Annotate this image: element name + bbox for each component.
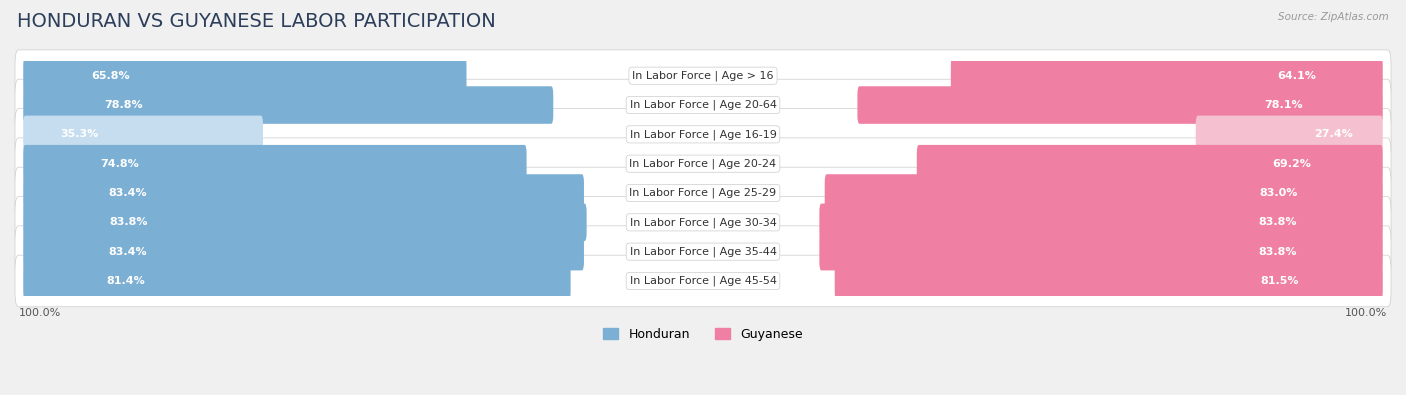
FancyBboxPatch shape <box>917 145 1382 182</box>
Text: 83.4%: 83.4% <box>108 188 148 198</box>
FancyBboxPatch shape <box>1195 116 1382 153</box>
Text: 81.5%: 81.5% <box>1261 276 1299 286</box>
Text: In Labor Force | Age 30-34: In Labor Force | Age 30-34 <box>630 217 776 228</box>
FancyBboxPatch shape <box>24 57 467 94</box>
Text: 64.1%: 64.1% <box>1278 71 1316 81</box>
Text: 35.3%: 35.3% <box>60 129 98 139</box>
FancyBboxPatch shape <box>24 86 554 124</box>
Text: 69.2%: 69.2% <box>1272 159 1312 169</box>
Text: In Labor Force | Age 16-19: In Labor Force | Age 16-19 <box>630 129 776 139</box>
Text: 100.0%: 100.0% <box>1346 308 1388 318</box>
Text: 83.8%: 83.8% <box>110 217 148 228</box>
Text: 74.8%: 74.8% <box>100 159 139 169</box>
FancyBboxPatch shape <box>15 138 1391 190</box>
FancyBboxPatch shape <box>15 197 1391 248</box>
FancyBboxPatch shape <box>858 86 1382 124</box>
Text: 81.4%: 81.4% <box>107 276 146 286</box>
Text: 100.0%: 100.0% <box>18 308 60 318</box>
Text: In Labor Force | Age 45-54: In Labor Force | Age 45-54 <box>630 276 776 286</box>
Text: 83.8%: 83.8% <box>1258 217 1296 228</box>
Text: In Labor Force | Age 25-29: In Labor Force | Age 25-29 <box>630 188 776 198</box>
FancyBboxPatch shape <box>15 226 1391 277</box>
FancyBboxPatch shape <box>15 79 1391 131</box>
Text: 83.0%: 83.0% <box>1260 188 1298 198</box>
FancyBboxPatch shape <box>820 203 1382 241</box>
Text: 83.8%: 83.8% <box>1258 246 1296 257</box>
Text: 78.1%: 78.1% <box>1264 100 1302 110</box>
Text: In Labor Force | Age 20-64: In Labor Force | Age 20-64 <box>630 100 776 110</box>
Text: 83.4%: 83.4% <box>108 246 148 257</box>
FancyBboxPatch shape <box>820 233 1382 271</box>
FancyBboxPatch shape <box>835 262 1382 300</box>
FancyBboxPatch shape <box>24 174 583 212</box>
FancyBboxPatch shape <box>15 50 1391 102</box>
Text: 65.8%: 65.8% <box>91 71 129 81</box>
FancyBboxPatch shape <box>24 233 583 271</box>
FancyBboxPatch shape <box>24 116 263 153</box>
FancyBboxPatch shape <box>15 167 1391 219</box>
FancyBboxPatch shape <box>825 174 1382 212</box>
FancyBboxPatch shape <box>24 203 586 241</box>
Text: 27.4%: 27.4% <box>1315 129 1353 139</box>
Text: In Labor Force | Age 35-44: In Labor Force | Age 35-44 <box>630 246 776 257</box>
Text: HONDURAN VS GUYANESE LABOR PARTICIPATION: HONDURAN VS GUYANESE LABOR PARTICIPATION <box>17 12 496 31</box>
FancyBboxPatch shape <box>15 255 1391 307</box>
FancyBboxPatch shape <box>24 145 527 182</box>
FancyBboxPatch shape <box>24 262 571 300</box>
FancyBboxPatch shape <box>15 109 1391 160</box>
Text: 78.8%: 78.8% <box>104 100 143 110</box>
Text: In Labor Force | Age 20-24: In Labor Force | Age 20-24 <box>630 158 776 169</box>
Text: Source: ZipAtlas.com: Source: ZipAtlas.com <box>1278 12 1389 22</box>
FancyBboxPatch shape <box>950 57 1382 94</box>
Text: In Labor Force | Age > 16: In Labor Force | Age > 16 <box>633 70 773 81</box>
Legend: Honduran, Guyanese: Honduran, Guyanese <box>603 328 803 341</box>
